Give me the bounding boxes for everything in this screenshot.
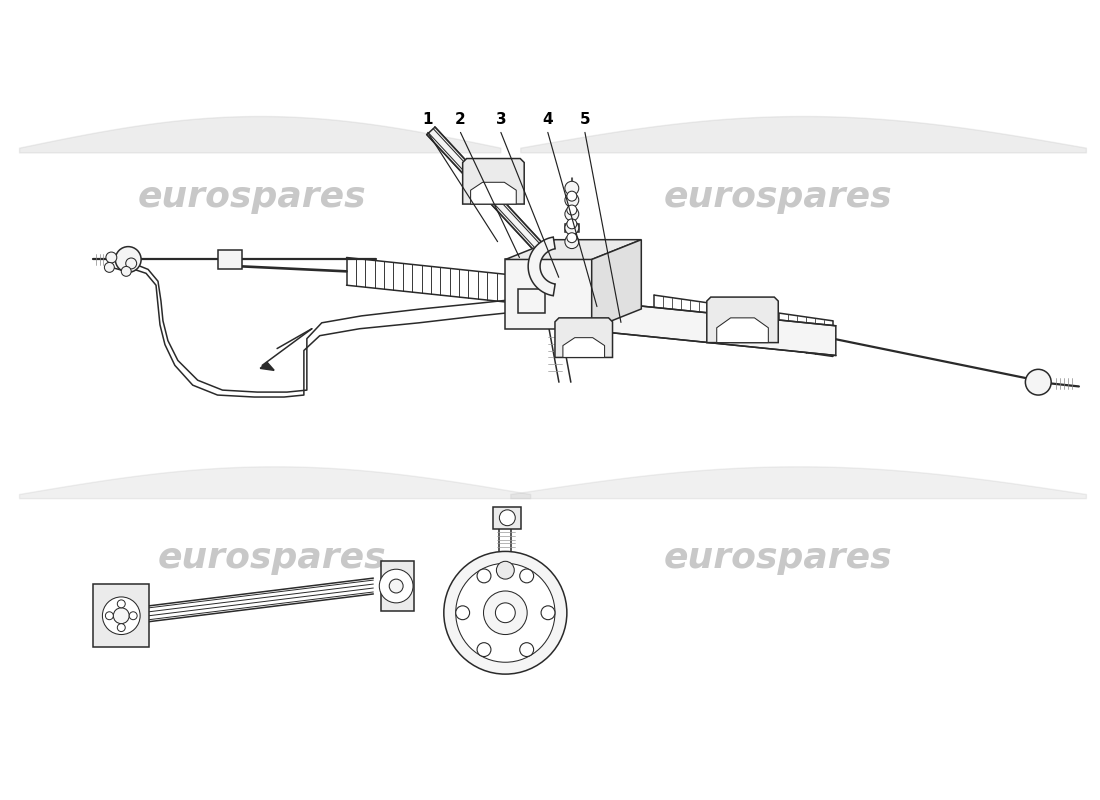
- Circle shape: [519, 642, 534, 657]
- Circle shape: [565, 193, 579, 207]
- Circle shape: [541, 606, 556, 620]
- Circle shape: [113, 608, 129, 624]
- Polygon shape: [592, 301, 836, 355]
- Circle shape: [125, 258, 136, 269]
- Circle shape: [129, 612, 138, 620]
- Circle shape: [519, 569, 534, 583]
- Polygon shape: [471, 182, 516, 204]
- Circle shape: [499, 510, 515, 526]
- Text: 2: 2: [455, 113, 466, 127]
- Polygon shape: [94, 584, 150, 647]
- Circle shape: [566, 205, 576, 215]
- Circle shape: [118, 624, 125, 631]
- Circle shape: [455, 563, 556, 662]
- Circle shape: [565, 207, 579, 221]
- Text: eurospares: eurospares: [157, 542, 386, 575]
- Circle shape: [565, 221, 579, 234]
- Circle shape: [121, 266, 131, 276]
- Text: 5: 5: [580, 113, 591, 127]
- Circle shape: [116, 246, 141, 272]
- Circle shape: [477, 569, 491, 583]
- Polygon shape: [382, 562, 414, 610]
- Circle shape: [565, 182, 579, 195]
- Circle shape: [566, 191, 576, 201]
- Polygon shape: [505, 240, 641, 259]
- Circle shape: [495, 603, 515, 622]
- Text: eurospares: eurospares: [664, 542, 892, 575]
- Text: eurospares: eurospares: [664, 180, 892, 214]
- Polygon shape: [528, 237, 556, 296]
- Bar: [218, 250, 242, 270]
- Circle shape: [102, 597, 140, 634]
- Circle shape: [484, 591, 527, 634]
- Circle shape: [496, 562, 515, 579]
- Bar: [565, 224, 579, 232]
- Polygon shape: [707, 297, 779, 342]
- Circle shape: [565, 234, 579, 249]
- Bar: [494, 507, 521, 529]
- Circle shape: [443, 551, 566, 674]
- Circle shape: [566, 233, 576, 242]
- Polygon shape: [505, 259, 592, 329]
- Circle shape: [1025, 370, 1052, 395]
- Circle shape: [389, 579, 403, 593]
- Text: eurospares: eurospares: [138, 180, 366, 214]
- Circle shape: [118, 600, 125, 608]
- Polygon shape: [556, 318, 613, 358]
- Polygon shape: [592, 240, 641, 329]
- Polygon shape: [518, 289, 544, 313]
- Polygon shape: [563, 338, 605, 358]
- Circle shape: [455, 606, 470, 620]
- Circle shape: [106, 612, 113, 620]
- Text: 1: 1: [422, 113, 433, 127]
- Text: 4: 4: [542, 113, 553, 127]
- Polygon shape: [427, 127, 542, 250]
- Circle shape: [106, 252, 117, 263]
- Polygon shape: [261, 362, 274, 370]
- Polygon shape: [717, 318, 768, 342]
- Polygon shape: [463, 158, 525, 204]
- Circle shape: [566, 219, 576, 229]
- Circle shape: [379, 570, 412, 603]
- Circle shape: [477, 642, 491, 657]
- Text: 3: 3: [496, 113, 506, 127]
- Circle shape: [104, 262, 114, 272]
